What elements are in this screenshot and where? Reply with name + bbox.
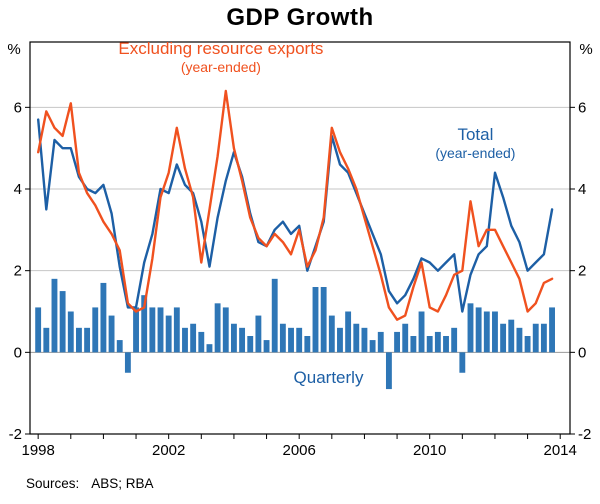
bar [532, 323, 539, 353]
bar [369, 340, 376, 353]
bar [165, 315, 172, 353]
bar [467, 303, 474, 353]
sources-value: ABS; RBA [91, 476, 154, 491]
y-tick-label-right: 6 [578, 99, 586, 116]
annotation-quarterly: Quarterly [294, 368, 364, 387]
bar [320, 287, 327, 353]
x-tick-label: 2002 [152, 442, 185, 459]
y-tick-label-left: 6 [14, 99, 22, 116]
bar [451, 327, 458, 353]
annotation-total: Total [457, 125, 493, 144]
bar [418, 311, 425, 353]
bar [133, 307, 139, 353]
bar [279, 323, 286, 353]
unit-label-right: % [579, 41, 592, 58]
bar [483, 311, 490, 353]
bar [459, 352, 466, 373]
bar [377, 331, 384, 353]
annotation-sub-excluding-resource-exports: (year-ended) [181, 59, 261, 75]
bar [296, 327, 303, 353]
bar [263, 340, 270, 353]
bar [337, 327, 343, 353]
bar [92, 307, 99, 353]
annotation-excluding-resource-exports: Excluding resource exports [118, 39, 323, 58]
bar [157, 307, 164, 353]
chart-canvas: -2 -2 0 0 2 2 4 4 6 6 1998 2002 2006 2010 2014% % Exclud… [7, 39, 592, 459]
bar [271, 278, 278, 353]
bar [361, 327, 368, 353]
chart-title: GDP Growth [226, 4, 374, 31]
bar [345, 311, 352, 353]
bar [312, 287, 319, 353]
bar [35, 307, 42, 353]
bar [385, 352, 392, 390]
bar [500, 323, 507, 353]
bar [43, 327, 50, 353]
y-tick-label-right: 0 [578, 344, 586, 361]
bar [443, 336, 449, 353]
gdp-growth-chart-page: GDP Growth -2 -2 0 0 2 2 4 4 6 6 1998 2002 2006 2010 2… [0, 4, 600, 504]
bar [214, 303, 221, 353]
bar [426, 336, 433, 353]
bar [402, 323, 409, 353]
y-tick-label-right: -2 [578, 426, 591, 443]
bar [182, 327, 188, 353]
bar [124, 352, 131, 373]
y-tick-label-left: 4 [14, 181, 22, 198]
bar [108, 315, 115, 353]
x-tick-label: 1998 [22, 442, 55, 459]
plot-border [29, 41, 571, 435]
total-year-ended-line [37, 118, 554, 313]
quarterly-bars [35, 278, 555, 390]
bar [328, 315, 335, 353]
bar [100, 282, 107, 353]
bar [190, 323, 197, 353]
bar [434, 331, 441, 353]
bar [76, 327, 82, 353]
y-tick-label-right: 2 [578, 263, 586, 280]
bar [198, 331, 205, 353]
bar [149, 307, 156, 353]
bar [247, 336, 254, 353]
unit-label-left: % [7, 41, 20, 58]
bar [255, 315, 262, 353]
x-tick-label: 2006 [283, 442, 316, 459]
bar [59, 291, 66, 353]
bar [230, 323, 237, 353]
bar [394, 331, 400, 353]
bar [475, 307, 482, 353]
x-tick-label: 2010 [413, 442, 446, 459]
bar [524, 336, 531, 353]
bar [353, 323, 360, 353]
bar [516, 327, 523, 353]
y-tick-label-right: 4 [578, 181, 586, 198]
bar [540, 323, 547, 353]
bar [288, 327, 294, 353]
sources-label: Sources: [26, 476, 80, 491]
bar [239, 327, 246, 353]
bar [508, 319, 515, 353]
bar [410, 336, 417, 353]
x-tick-label: 2014 [544, 442, 577, 459]
bar [116, 340, 123, 353]
bar [141, 295, 148, 353]
y-tick-label-left: 2 [14, 263, 22, 280]
bar [222, 307, 229, 353]
bar [492, 311, 498, 353]
bar [173, 307, 180, 353]
bar [206, 344, 213, 353]
y-tick-label-left: -2 [9, 426, 22, 443]
bar [84, 327, 91, 353]
bar [67, 311, 74, 353]
annotation-sub-total: (year-ended) [435, 145, 515, 161]
y-tick-label-left: 0 [14, 344, 22, 361]
excluding-resource-exports-year-ended-line [37, 89, 554, 321]
sources-note: Sources: ABS; RBA [26, 476, 600, 491]
bar [549, 307, 555, 353]
bar [51, 278, 58, 353]
bar [304, 336, 311, 353]
